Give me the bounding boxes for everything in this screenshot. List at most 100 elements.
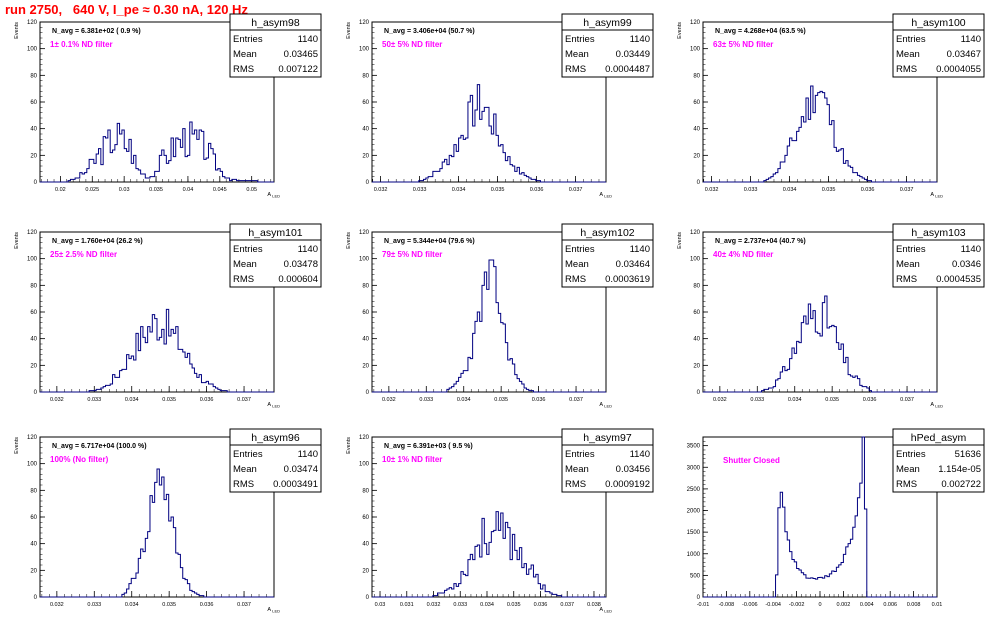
stats-value-entries: 51636	[955, 449, 981, 460]
stats-value-rms: 0.000604	[278, 274, 318, 285]
y-tick-label: 80	[693, 283, 700, 289]
stats-label-mean: Mean	[565, 259, 589, 270]
filter-label: 40± 4% ND filter	[713, 250, 773, 259]
y-tick-label: 120	[690, 230, 701, 236]
stats-value-rms: 0.0009192	[605, 479, 650, 490]
x-tick-label: 0.004	[860, 602, 874, 608]
x-tick-label: 0.036	[200, 602, 214, 608]
stats-value-rms: 0.007122	[278, 64, 318, 75]
x-tick-label: 0.036	[530, 187, 544, 193]
x-tick-label: 0.008	[907, 602, 921, 608]
y-axis: 0 500 1000 1500 2000 2500 3000 3500	[687, 436, 708, 601]
x-tick-label: 0.034	[452, 187, 466, 193]
y-tick-label: 80	[362, 73, 369, 79]
stats-label-entries: Entries	[565, 244, 595, 255]
y-tick-label: 2000	[687, 509, 701, 515]
histogram-bars	[703, 85, 937, 183]
histogram-title: h_asym103	[911, 227, 965, 239]
x-tick-label: 0.035	[162, 602, 176, 608]
filter-label: 63± 5% ND filter	[713, 40, 773, 49]
histogram-title: h_asym96	[251, 432, 300, 444]
x-tick-label: 0.025	[85, 187, 99, 193]
y-tick-label: 0	[366, 180, 370, 186]
x-tick-label: 0.035	[149, 187, 163, 193]
y-tick-label: 0	[697, 390, 701, 396]
x-tick-label: 0.032	[50, 397, 64, 403]
histogram-title: h_asym99	[583, 17, 632, 29]
y-tick-label: 120	[359, 230, 370, 236]
y-tick-label: 80	[693, 73, 700, 79]
histogram-panel-h_asym99: 0 20 40 60 80 100 120 0.032 0.033 0.034 0.035 0.036…	[346, 13, 654, 199]
y-tick-label: 20	[30, 568, 37, 574]
stats-frame	[561, 223, 654, 288]
histogram-bars	[372, 259, 606, 393]
y-tick-label: 0	[34, 595, 38, 601]
y-tick-label: 60	[362, 100, 369, 106]
histogram-bars	[40, 121, 274, 183]
stats-value-mean: 0.03474	[284, 464, 318, 475]
x-axis: 0.02 0.025 0.03 0.035 0.04 0.045 0.05	[41, 176, 272, 193]
x-tick-label: 0.032	[50, 602, 64, 608]
stats-value-entries: 1140	[961, 34, 981, 45]
y-tick-label: 0	[366, 390, 370, 396]
page-title: run 2750, 640 V, I_pe ≈ 0.30 nA, 120 Hz	[5, 2, 248, 17]
stats-label-rms: RMS	[233, 64, 254, 75]
y-tick-label: 0	[697, 595, 701, 601]
stats-box: h_asym96 Entries 1140 Mean 0.03474 RMS 0.00034…	[229, 428, 322, 493]
filter-label: 25± 2.5% ND filter	[50, 250, 117, 259]
stats-box: h_asym101 Entries 1140 Mean 0.03478 RMS 0.0006…	[229, 223, 322, 288]
x-tick-label: 0.037	[569, 397, 583, 403]
y-tick-label: 100	[27, 462, 38, 468]
stats-label-mean: Mean	[565, 464, 589, 475]
y-tick-label: 80	[362, 488, 369, 494]
x-tick-label: 0.033	[453, 602, 467, 608]
stats-value-mean: 0.03465	[284, 49, 318, 60]
y-tick-label: 60	[30, 310, 37, 316]
y-tick-label: 40	[30, 542, 37, 548]
x-tick-label: 0.031	[400, 602, 414, 608]
histogram-title: h_asym101	[248, 227, 302, 239]
stats-box: h_asym98 Entries 1140 Mean 0.03465 RMS 0.00712…	[229, 13, 322, 78]
x-axis: 0.03 0.031 0.032 0.033 0.034 0.035 0.036 0.037 0…	[374, 591, 605, 608]
stats-value-rms: 0.0004487	[605, 64, 650, 75]
stats-box: h_asym100 Entries 1140 Mean 0.03467 RMS 0.0004…	[892, 13, 985, 78]
stats-label-entries: Entries	[233, 244, 263, 255]
y-tick-label: 60	[30, 100, 37, 106]
x-axis: 0.032 0.033 0.034 0.035 0.036 0.037	[372, 176, 600, 193]
y-tick-label: 20	[693, 363, 700, 369]
filter-label: 10± 1% ND filter	[382, 455, 442, 464]
stats-label-rms: RMS	[565, 479, 586, 490]
stats-label-rms: RMS	[565, 64, 586, 75]
x-tick-label: 0.036	[200, 397, 214, 403]
x-tick-label: 0.032	[713, 397, 727, 403]
x-axis-title: A LED	[599, 402, 612, 409]
x-tick-label: 0.03	[375, 602, 386, 608]
y-tick-label: 20	[362, 568, 369, 574]
x-axis-title: A LED	[267, 192, 280, 199]
x-tick-label: 0.033	[413, 187, 427, 193]
x-axis: 0.032 0.033 0.034 0.035 0.036 0.037	[704, 386, 938, 403]
y-tick-label: 100	[690, 47, 701, 53]
x-axis: 0.032 0.033 0.034 0.035 0.036 0.037	[703, 176, 931, 193]
y-axis: 0 20 40 60 80 100 120	[690, 230, 708, 396]
y-tick-label: 60	[30, 515, 37, 521]
stats-label-rms: RMS	[896, 64, 917, 75]
stats-value-mean: 0.03478	[284, 259, 318, 270]
x-tick-label: 0.037	[237, 602, 251, 608]
stats-label-entries: Entries	[896, 244, 926, 255]
n-avg-label: N_avg = 3.406e+04 (50.7 %)	[384, 28, 475, 35]
x-tick-label: 0.035	[507, 602, 521, 608]
x-tick-label: 0.037	[900, 397, 914, 403]
y-tick-label: 3500	[687, 444, 701, 450]
x-tick-label: 0.032	[705, 187, 719, 193]
stats-frame	[229, 13, 322, 78]
x-axis-title: A LED	[930, 402, 943, 409]
stats-value-entries: 1140	[298, 34, 318, 45]
n-avg-label: N_avg = 6.717e+04 (100.0 %)	[52, 443, 147, 450]
x-tick-label: 0.036	[534, 602, 548, 608]
y-tick-label: 100	[27, 257, 38, 263]
y-tick-label: 40	[30, 337, 37, 343]
stats-value-mean: 0.0346	[952, 259, 981, 270]
stats-value-entries: 1140	[298, 244, 318, 255]
